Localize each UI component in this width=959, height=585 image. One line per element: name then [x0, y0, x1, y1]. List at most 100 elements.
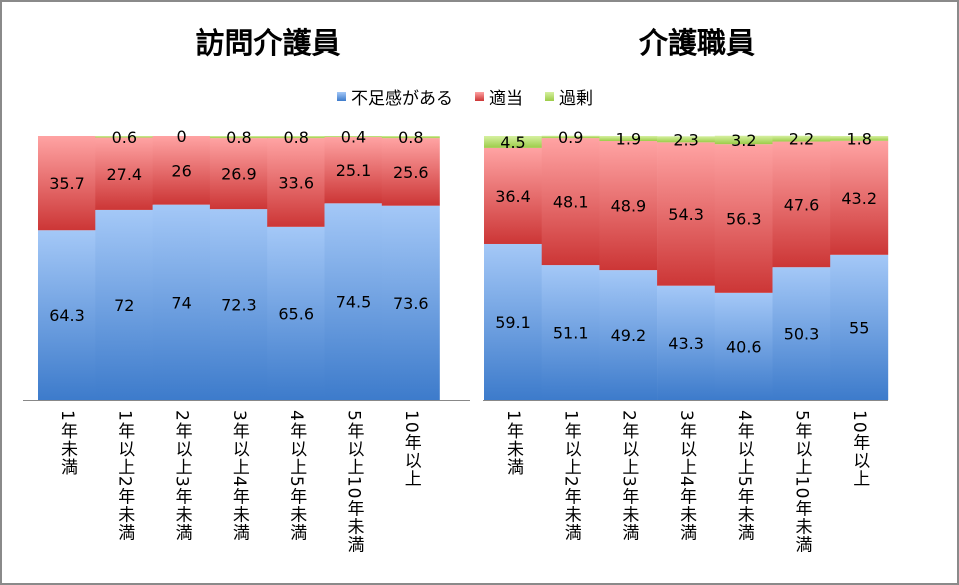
data-label-excess: 1.9	[616, 130, 641, 149]
data-label-excess: 0.8	[226, 128, 251, 147]
data-label-appropriate: 25.6	[393, 163, 429, 182]
data-label-excess: 0.8	[283, 128, 308, 147]
data-label-shortage: 74	[171, 293, 191, 312]
bar-shortage	[95, 209, 154, 400]
x-tick-label: 2年以上3年未満	[618, 410, 639, 542]
bar-excess	[541, 135, 600, 139]
data-label-shortage: 74.5	[336, 293, 372, 312]
legend-item-shortage: 不足感がある	[337, 84, 453, 109]
legend: 不足感がある 適当 過剰	[337, 84, 615, 109]
data-label-shortage: 40.6	[726, 337, 762, 356]
data-label-excess: 2.3	[673, 130, 698, 149]
data-label-shortage: 64.3	[49, 306, 85, 325]
bar-excess	[714, 135, 773, 145]
data-label-appropriate: 47.6	[784, 195, 820, 214]
data-label-shortage: 72.3	[221, 296, 257, 315]
x-tick-label: 3年以上4年未満	[228, 410, 249, 542]
x-tick-label: 4年以上5年未満	[286, 410, 307, 542]
data-label-excess: 0	[177, 127, 187, 146]
legend-swatch-excess	[545, 92, 554, 101]
bar-appropriate	[714, 144, 773, 293]
bar-appropriate	[324, 137, 383, 204]
bar-shortage	[830, 254, 889, 400]
bar-appropriate	[267, 138, 326, 227]
data-label-shortage: 72	[114, 296, 134, 315]
data-label-appropriate: 56.3	[726, 210, 762, 229]
bar-excess	[267, 136, 326, 139]
bar-appropriate	[830, 140, 889, 255]
data-label-shortage: 55	[849, 318, 869, 337]
chart-title-care-staff: 介護職員	[638, 26, 756, 60]
bar-shortage	[657, 285, 716, 400]
bar-excess	[381, 136, 440, 139]
data-label-appropriate: 43.2	[841, 189, 877, 208]
data-label-appropriate: 33.6	[278, 173, 314, 192]
x-tick-label: 1年未満	[503, 410, 523, 476]
bar-shortage	[541, 265, 600, 400]
bar-shortage	[772, 267, 831, 400]
data-label-appropriate: 27.4	[106, 165, 142, 184]
legend-swatch-appropriate	[475, 92, 484, 101]
data-label-shortage: 59.1	[495, 313, 531, 332]
data-label-excess: 0.6	[112, 128, 137, 147]
bar-shortage	[38, 230, 96, 400]
bar-appropriate	[599, 141, 658, 271]
bar-shortage	[209, 209, 268, 400]
legend-label: 過剰	[559, 89, 593, 109]
bar-shortage	[381, 205, 440, 400]
data-label-appropriate: 48.1	[553, 193, 589, 212]
data-label-excess: 0.4	[341, 128, 366, 147]
legend-item-excess: 過剰	[545, 84, 593, 109]
bar-appropriate	[152, 136, 211, 205]
data-label-excess: 0.9	[558, 128, 583, 147]
chart-title-home-care: 訪問介護員	[195, 26, 341, 60]
data-label-shortage: 50.3	[784, 325, 820, 344]
data-label-excess: 2.2	[789, 130, 814, 149]
data-label-excess: 3.2	[731, 131, 756, 150]
bar-shortage	[152, 204, 211, 400]
bar-appropriate	[484, 147, 542, 244]
legend-label: 適当	[489, 89, 523, 109]
x-tick-label: 4年以上5年未満	[733, 410, 754, 542]
x-tick-label: 3年以上4年未満	[676, 410, 697, 542]
x-tick-label: 1年以上2年未満	[560, 410, 581, 542]
data-label-shortage: 65.6	[278, 304, 314, 323]
x-tick-label: 5年以上10年未満	[343, 410, 364, 554]
bar-excess	[772, 135, 831, 142]
data-label-appropriate: 35.7	[49, 174, 85, 193]
data-label-shortage: 73.6	[393, 294, 429, 313]
bar-appropriate	[209, 138, 268, 210]
x-tick-label: 10年以上	[849, 410, 870, 488]
bar-appropriate	[381, 138, 440, 206]
data-label-appropriate: 26.9	[221, 165, 257, 184]
data-label-appropriate: 25.1	[336, 161, 372, 180]
x-tick-label: 1年未満	[57, 410, 77, 476]
bar-shortage	[484, 243, 542, 400]
data-label-appropriate: 48.9	[611, 197, 647, 216]
data-label-shortage: 51.1	[553, 324, 589, 343]
data-label-excess: 4.5	[500, 133, 525, 152]
bar-shortage	[324, 203, 383, 400]
bar-shortage	[714, 292, 773, 400]
data-label-appropriate: 36.4	[495, 187, 531, 206]
bar-excess	[830, 136, 889, 141]
legend-label: 不足感がある	[351, 89, 453, 109]
data-label-appropriate: 54.3	[668, 205, 704, 224]
legend-swatch-shortage	[337, 92, 346, 101]
bar-appropriate	[772, 141, 831, 268]
data-label-excess: 0.8	[398, 128, 423, 147]
bar-shortage	[599, 270, 658, 400]
data-label-shortage: 49.2	[611, 326, 647, 345]
bar-appropriate	[657, 142, 716, 286]
bar-appropriate	[38, 136, 96, 231]
bar-appropriate	[541, 138, 600, 266]
x-tick-label: 1年以上2年未満	[114, 410, 135, 542]
bar-excess	[324, 136, 383, 138]
x-tick-label: 2年以上3年未満	[171, 410, 192, 542]
bar-excess	[599, 136, 658, 142]
bar-appropriate	[95, 137, 154, 210]
data-label-shortage: 43.3	[668, 334, 704, 353]
data-label-excess: 1.8	[846, 129, 871, 148]
